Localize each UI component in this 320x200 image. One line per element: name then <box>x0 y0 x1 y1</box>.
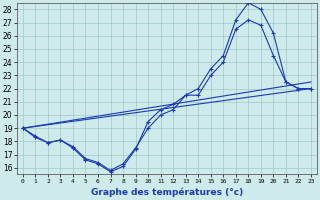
X-axis label: Graphe des températures (°c): Graphe des températures (°c) <box>91 188 243 197</box>
